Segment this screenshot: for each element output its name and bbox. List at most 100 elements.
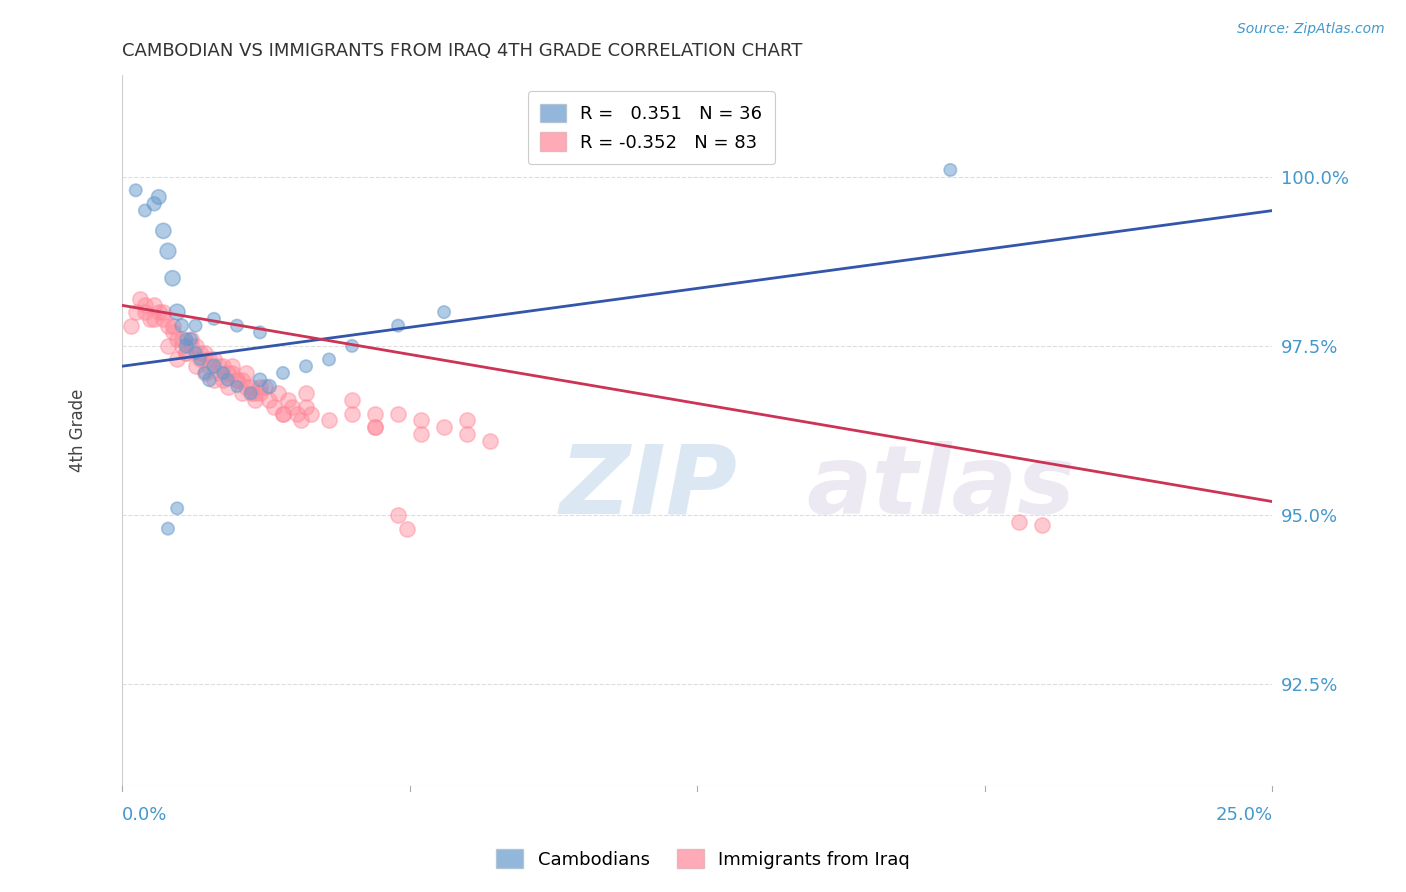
Point [226, 318, 249, 333]
Point [148, 190, 170, 204]
Point [239, 386, 262, 401]
Point [184, 339, 207, 353]
Point [212, 373, 235, 387]
Point [198, 359, 221, 374]
Point [143, 311, 166, 326]
Point [176, 332, 198, 346]
Point [120, 318, 142, 333]
Point [231, 373, 253, 387]
Point [180, 339, 202, 353]
Point [180, 332, 202, 346]
Point [202, 373, 225, 387]
Point [318, 352, 340, 367]
Point [217, 373, 239, 387]
Point [295, 359, 318, 374]
Point [166, 332, 188, 346]
Point [433, 305, 456, 319]
Legend: Cambodians, Immigrants from Iraq: Cambodians, Immigrants from Iraq [489, 842, 917, 876]
Point [217, 379, 239, 393]
Text: atlas: atlas [807, 441, 1076, 534]
Point [162, 318, 184, 333]
Point [152, 224, 174, 238]
Point [194, 366, 217, 380]
Point [162, 326, 184, 340]
Point [364, 407, 387, 421]
Point [202, 352, 225, 367]
Point [1008, 515, 1031, 529]
Point [176, 339, 198, 353]
Point [271, 407, 294, 421]
Point [387, 318, 409, 333]
Point [340, 339, 363, 353]
Text: 25.0%: 25.0% [1215, 806, 1272, 824]
Text: ZIP: ZIP [560, 441, 737, 534]
Point [257, 379, 280, 393]
Point [409, 413, 432, 427]
Point [156, 244, 179, 259]
Point [129, 292, 152, 306]
Point [194, 345, 217, 359]
Point [433, 420, 456, 434]
Point [138, 311, 160, 326]
Point [387, 407, 409, 421]
Point [134, 203, 156, 218]
Point [221, 366, 243, 380]
Point [202, 359, 225, 374]
Point [156, 522, 179, 536]
Point [263, 400, 285, 414]
Point [125, 305, 148, 319]
Point [134, 298, 156, 312]
Text: 4th Grade: 4th Grade [69, 389, 87, 472]
Point [212, 366, 235, 380]
Point [271, 366, 294, 380]
Point [184, 345, 207, 359]
Point [239, 379, 262, 393]
Point [253, 379, 276, 393]
Legend: R =   0.351   N = 36, R = -0.352   N = 83: R = 0.351 N = 36, R = -0.352 N = 83 [527, 91, 775, 164]
Point [198, 373, 221, 387]
Text: 0.0%: 0.0% [122, 806, 167, 824]
Point [235, 366, 257, 380]
Point [1031, 518, 1053, 533]
Point [188, 352, 211, 367]
Point [479, 434, 502, 448]
Text: CAMBODIAN VS IMMIGRANTS FROM IRAQ 4TH GRADE CORRELATION CHART: CAMBODIAN VS IMMIGRANTS FROM IRAQ 4TH GR… [122, 42, 803, 60]
Text: Source: ZipAtlas.com: Source: ZipAtlas.com [1237, 22, 1385, 37]
Point [290, 413, 312, 427]
Point [170, 318, 193, 333]
Point [194, 366, 217, 380]
Point [249, 326, 271, 340]
Point [152, 305, 174, 319]
Point [184, 318, 207, 333]
Point [188, 345, 211, 359]
Point [148, 305, 170, 319]
Point [180, 332, 202, 346]
Point [162, 271, 184, 285]
Point [166, 305, 188, 319]
Point [396, 522, 419, 536]
Point [143, 196, 166, 211]
Point [156, 339, 179, 353]
Point [318, 413, 340, 427]
Point [143, 298, 166, 312]
Point [340, 407, 363, 421]
Point [245, 393, 267, 408]
Point [184, 359, 207, 374]
Point [125, 183, 148, 197]
Point [277, 393, 299, 408]
Point [156, 318, 179, 333]
Point [170, 339, 193, 353]
Point [299, 407, 322, 421]
Point [340, 393, 363, 408]
Point [456, 426, 478, 441]
Point [231, 386, 253, 401]
Point [202, 311, 225, 326]
Point [271, 407, 294, 421]
Point [217, 366, 239, 380]
Point [198, 352, 221, 367]
Point [267, 386, 290, 401]
Point [245, 386, 267, 401]
Point [221, 359, 243, 374]
Point [249, 379, 271, 393]
Point [226, 379, 249, 393]
